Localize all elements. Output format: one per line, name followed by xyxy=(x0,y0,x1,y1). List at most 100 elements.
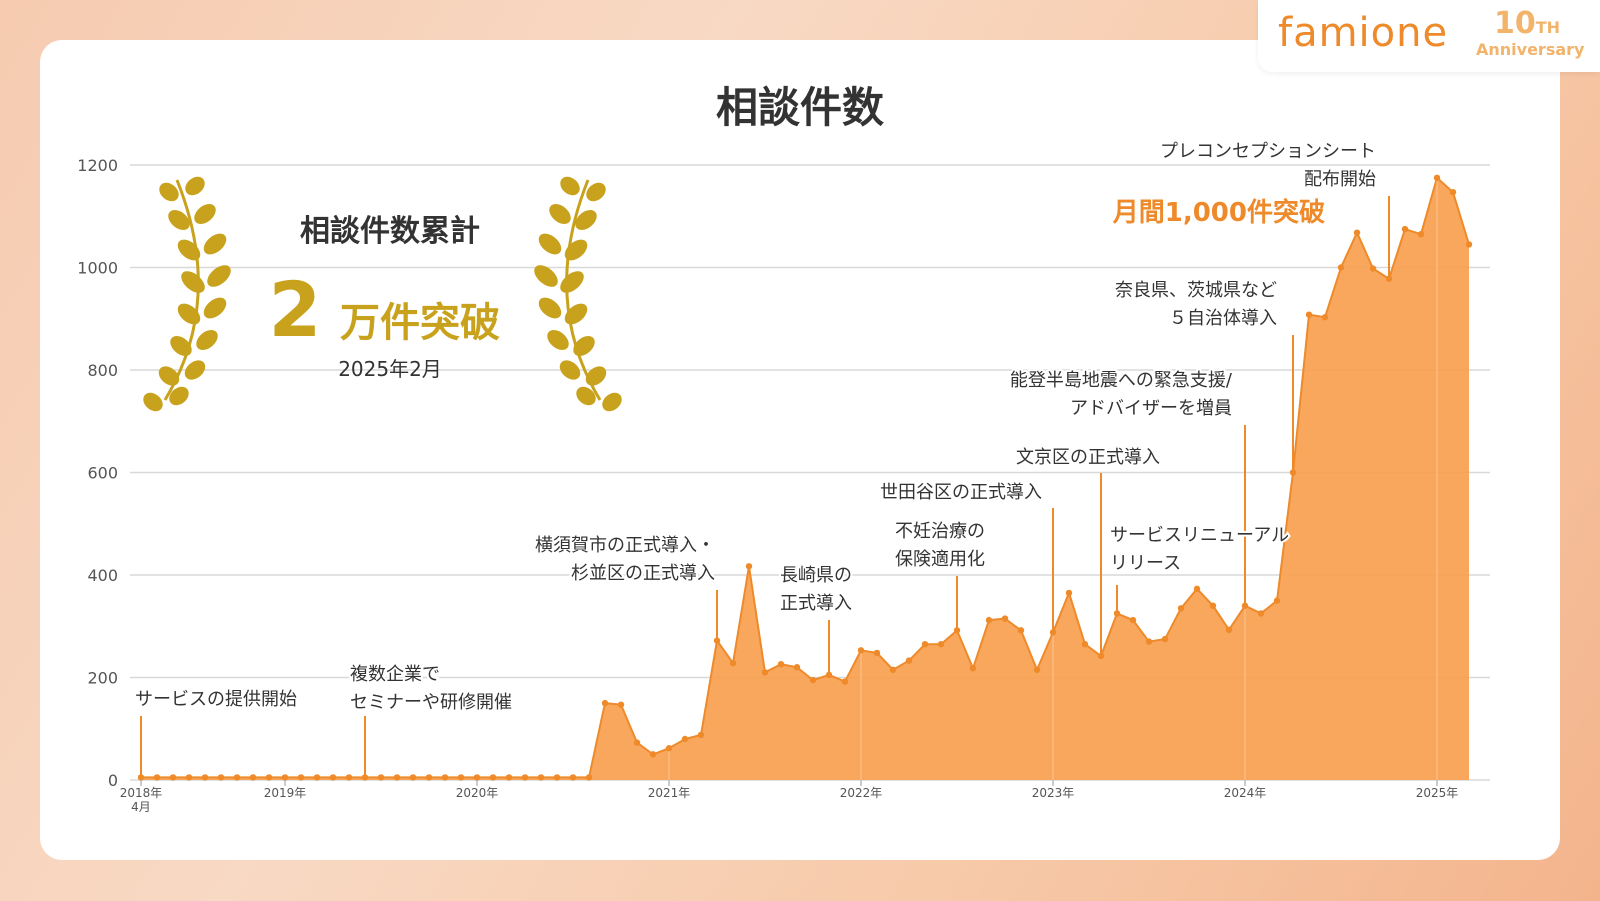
data-point xyxy=(521,774,529,781)
data-point xyxy=(617,701,625,708)
data-point xyxy=(233,774,241,781)
x-tick-label: 2023年 xyxy=(1032,786,1075,800)
wreath-leaf xyxy=(158,366,180,386)
data-point xyxy=(1017,627,1025,634)
data-point xyxy=(1369,265,1377,272)
data-point xyxy=(601,699,609,707)
data-point xyxy=(345,774,353,781)
wreath-leaf xyxy=(559,360,581,380)
wreath-leaf xyxy=(585,366,607,386)
wreath-leaf xyxy=(196,329,218,351)
data-point xyxy=(1193,585,1201,593)
annotation-label: 長崎県の xyxy=(780,565,852,586)
wreath-leaf xyxy=(194,203,216,225)
wreath-leaf xyxy=(143,392,163,412)
summary-big-suffix: 万件突破 xyxy=(340,300,500,346)
data-point xyxy=(953,627,961,634)
brand-logo: famione xyxy=(1278,10,1449,56)
data-point xyxy=(761,669,769,676)
data-point xyxy=(1065,589,1073,597)
data-point xyxy=(713,637,721,644)
wreath-leaf xyxy=(576,386,596,406)
wreath-leaf xyxy=(170,335,192,357)
data-point xyxy=(217,774,225,781)
y-tick-label: 200 xyxy=(87,669,118,688)
wreath-leaf xyxy=(203,297,227,319)
annotation-label: 奈良県、茨城県など xyxy=(1115,280,1277,301)
brand-logo-box: famione 10TH Anniversary xyxy=(1258,0,1600,72)
y-tick-label: 600 xyxy=(87,464,118,483)
annotation-label: 不妊治療の xyxy=(895,521,985,542)
summary-heading: 相談件数累計 xyxy=(300,214,480,249)
wreath-leaf xyxy=(177,303,201,325)
wreath-leaf xyxy=(185,176,205,196)
y-tick-label: 800 xyxy=(87,361,118,380)
data-point xyxy=(409,774,417,781)
data-point xyxy=(1145,638,1153,645)
data-point xyxy=(489,774,497,781)
y-tick-label: 1200 xyxy=(77,156,118,175)
data-point xyxy=(1417,230,1425,238)
data-point xyxy=(361,774,369,781)
data-point xyxy=(425,774,433,781)
data-point xyxy=(1161,635,1169,643)
wreath-stem xyxy=(163,179,200,401)
data-point xyxy=(1273,597,1281,604)
chart-title: 相談件数 xyxy=(715,83,884,132)
data-point xyxy=(1433,174,1441,182)
data-point xyxy=(329,774,337,781)
data-point xyxy=(793,664,801,671)
data-point xyxy=(905,657,913,664)
data-point xyxy=(1225,626,1233,634)
wreath-leaf xyxy=(564,303,588,325)
anniversary-number: 10TH xyxy=(1494,6,1561,41)
data-point xyxy=(265,774,273,781)
annotation-label: 配布開始 xyxy=(1304,169,1376,190)
annotation-label: サービスリニューアル xyxy=(1110,525,1289,546)
x-tick-label: 2025年 xyxy=(1416,786,1459,800)
data-point xyxy=(1049,629,1057,636)
wreath-leaf xyxy=(560,176,580,196)
data-point xyxy=(745,563,753,570)
wreath-leaf xyxy=(575,209,597,231)
annotation-label: 世田谷区の正式導入 xyxy=(880,482,1042,503)
data-point xyxy=(937,640,945,648)
wreath-leaf xyxy=(538,297,562,319)
laurel-wreath-icon xyxy=(143,176,622,412)
data-point xyxy=(841,678,849,685)
data-point xyxy=(1209,602,1217,609)
data-point xyxy=(169,774,177,781)
data-point xyxy=(505,774,513,781)
data-point xyxy=(777,660,785,668)
data-point xyxy=(985,616,993,624)
data-point xyxy=(1097,652,1105,660)
data-point xyxy=(1001,615,1009,622)
annotation-label: 複数企業で xyxy=(350,664,440,685)
annotation-label: 杉並区の正式導入 xyxy=(571,563,715,584)
data-point xyxy=(969,665,977,672)
annotation-label: サービスの提供開始 xyxy=(135,689,297,710)
wreath-leaf xyxy=(547,329,569,351)
anniversary-word: Anniversary xyxy=(1476,40,1585,59)
x-tick-label: 2022年 xyxy=(840,786,883,800)
wreath-leaf xyxy=(602,392,622,412)
data-point xyxy=(665,745,673,752)
wreath-leaf xyxy=(168,209,190,231)
data-point xyxy=(873,649,881,657)
y-tick-label: 1000 xyxy=(77,259,118,278)
y-tick-label: 400 xyxy=(87,566,118,585)
data-point xyxy=(697,731,705,739)
wreath-leaf xyxy=(586,182,606,202)
data-point xyxy=(1129,616,1137,624)
annotation-label: 文京区の正式導入 xyxy=(1016,447,1160,468)
annotation-label: 横須賀市の正式導入・ xyxy=(535,535,715,556)
data-point xyxy=(281,774,289,781)
wreath-leaf xyxy=(560,271,584,293)
annotation-label: 月間1,000件突破 xyxy=(1112,197,1325,228)
annotation-label: 能登半島地震への緊急支援/ xyxy=(1010,370,1233,391)
data-point xyxy=(1177,605,1185,612)
data-point xyxy=(809,676,817,684)
data-point xyxy=(585,774,593,781)
data-point xyxy=(313,774,321,781)
wreath-leaf xyxy=(159,182,179,202)
